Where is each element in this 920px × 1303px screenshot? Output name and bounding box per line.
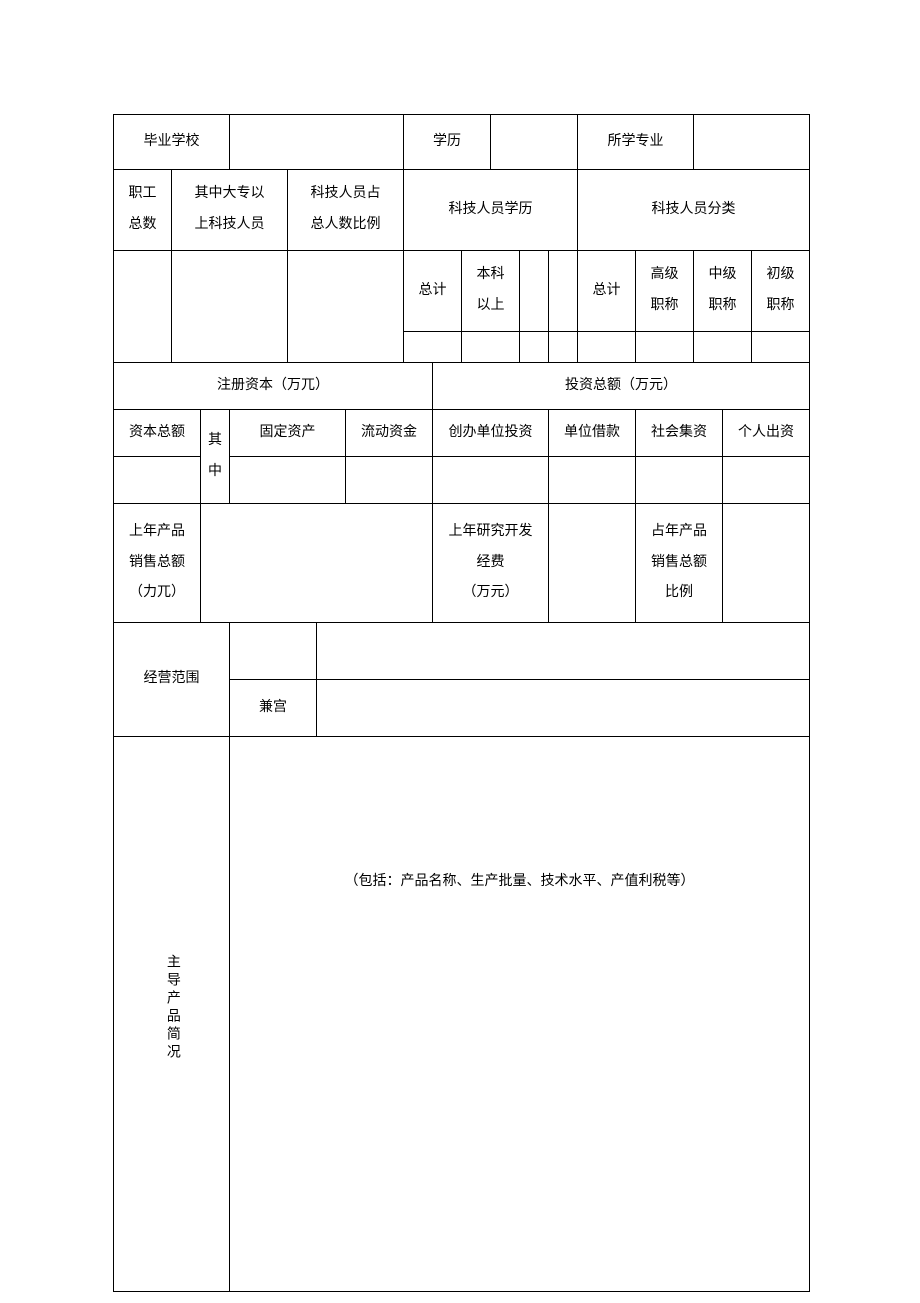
founder-invest-value bbox=[433, 457, 549, 504]
class-junior-value bbox=[752, 332, 810, 363]
edu-blank1-value bbox=[520, 332, 549, 363]
education-value bbox=[491, 115, 578, 170]
reg-capital-label: 注册资本（万兀） bbox=[114, 363, 433, 410]
major-value bbox=[694, 115, 810, 170]
last-year-rd-value bbox=[549, 504, 636, 623]
social-fund-value bbox=[636, 457, 723, 504]
tech-class-label: 科技人员分类 bbox=[578, 170, 810, 251]
capital-total-value bbox=[114, 457, 201, 504]
unit-loan-label: 单位借款 bbox=[549, 410, 636, 457]
of-which-label: 其 中 bbox=[201, 410, 230, 504]
working-capital-label: 流动资金 bbox=[346, 410, 433, 457]
fixed-assets-label: 固定资产 bbox=[230, 410, 346, 457]
last-year-rd-label: 上年研究开发 经费 （万元） bbox=[433, 504, 549, 623]
class-senior-label: 高级 职称 bbox=[636, 251, 694, 332]
product-label: 主导产品简况 bbox=[156, 954, 187, 1062]
scope-label: 经营范围 bbox=[114, 623, 230, 737]
edu-bachelor-value bbox=[462, 332, 520, 363]
class-total-label: 总计 bbox=[578, 251, 636, 332]
grad-school-value bbox=[230, 115, 404, 170]
last-year-sales-label: 上年产品 销售总额 （力兀） bbox=[114, 504, 201, 623]
unit-loan-value bbox=[549, 457, 636, 504]
college-tech-value bbox=[172, 251, 288, 363]
edu-blank1 bbox=[520, 251, 549, 332]
fixed-assets-value bbox=[230, 457, 346, 504]
social-fund-label: 社会集资 bbox=[636, 410, 723, 457]
scope-primary-label bbox=[230, 623, 317, 680]
scope-primary-value bbox=[317, 623, 810, 680]
class-senior-value bbox=[636, 332, 694, 363]
edu-total-label: 总计 bbox=[404, 251, 462, 332]
class-junior-label: 初级 职称 bbox=[752, 251, 810, 332]
edu-blank2-value bbox=[549, 332, 578, 363]
pct-sales-value bbox=[723, 504, 810, 623]
personal-invest-label: 个人出资 bbox=[723, 410, 810, 457]
education-label: 学历 bbox=[404, 115, 491, 170]
tech-ratio-label: 科技人员占 总人数比例 bbox=[288, 170, 404, 251]
pct-sales-label: 占年产品 销售总额 比例 bbox=[636, 504, 723, 623]
personal-invest-value bbox=[723, 457, 810, 504]
founder-invest-label: 创办单位投资 bbox=[433, 410, 549, 457]
tech-edu-label: 科技人员学历 bbox=[404, 170, 578, 251]
college-tech-label: 其中大专以 上科技人员 bbox=[172, 170, 288, 251]
class-mid-label: 中级 职称 bbox=[694, 251, 752, 332]
last-year-sales-value bbox=[201, 504, 433, 623]
scope-secondary-label: 兼宫 bbox=[230, 680, 317, 737]
capital-total-label: 资本总额 bbox=[114, 410, 201, 457]
working-capital-value bbox=[346, 457, 433, 504]
form-table: 毕业学校 学历 所学专业 职工 总数 其中大专以 上科技人员 科技人员占 总人数… bbox=[113, 114, 810, 1292]
major-label: 所学专业 bbox=[578, 115, 694, 170]
edu-blank2 bbox=[549, 251, 578, 332]
staff-total-value bbox=[114, 251, 172, 363]
invest-total-label: 投资总额（万元） bbox=[433, 363, 810, 410]
product-hint: （包括：产品名称、生产批量、技术水平、产值利税等） bbox=[230, 737, 810, 1292]
edu-total-value bbox=[404, 332, 462, 363]
scope-secondary-value bbox=[317, 680, 810, 737]
edu-bachelor-label: 本科 以上 bbox=[462, 251, 520, 332]
tech-ratio-value bbox=[288, 251, 404, 363]
grad-school-label: 毕业学校 bbox=[114, 115, 230, 170]
class-total-value bbox=[578, 332, 636, 363]
staff-total-label: 职工 总数 bbox=[114, 170, 172, 251]
product-label-cell: 主导产品简况 bbox=[114, 737, 230, 1292]
class-mid-value bbox=[694, 332, 752, 363]
